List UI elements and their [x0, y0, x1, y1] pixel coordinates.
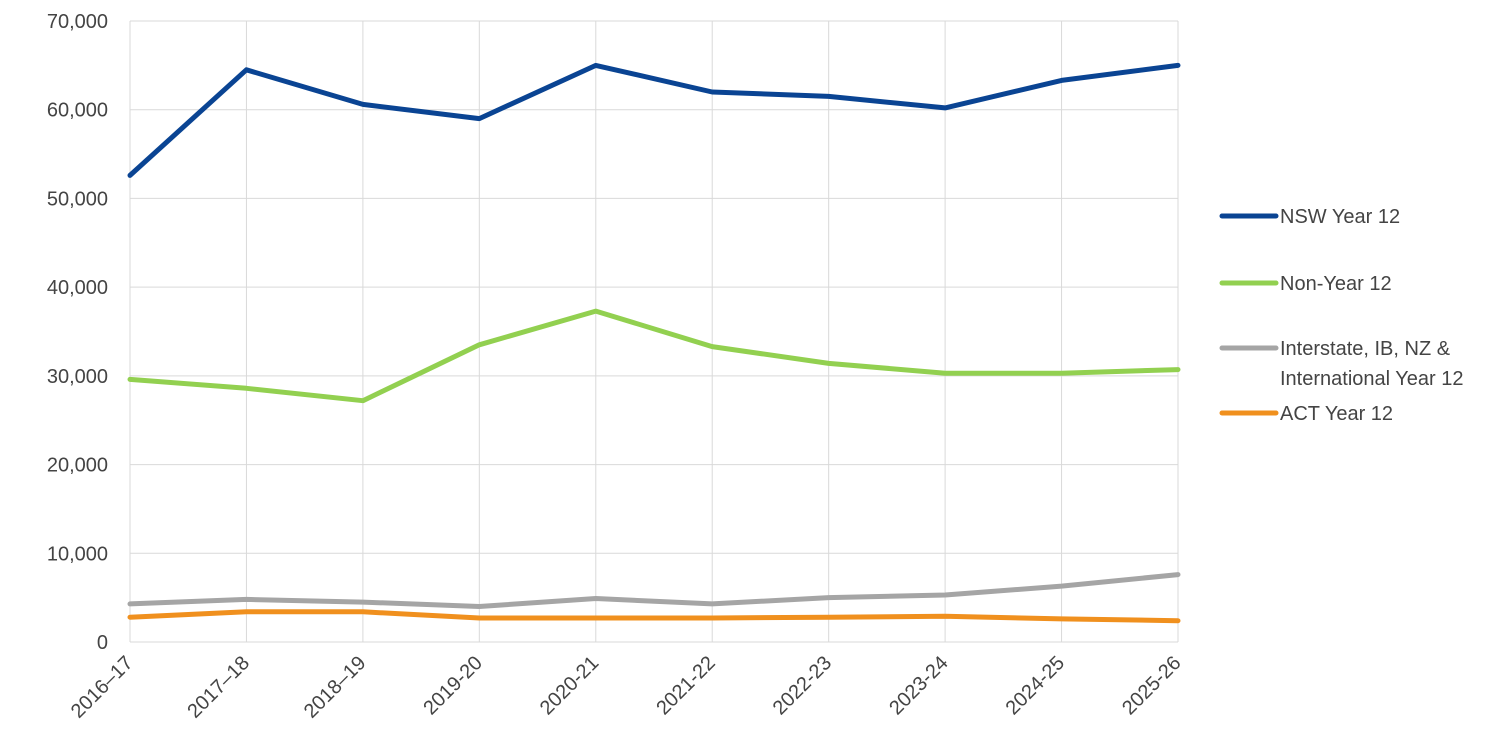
x-tick-label: 2021-22 [652, 652, 719, 719]
y-tick-label: 50,000 [47, 188, 108, 210]
series-line-non-year-12 [127, 308, 1181, 404]
legend-label: International Year 12 [1280, 368, 1464, 390]
y-tick-label: 20,000 [47, 455, 108, 477]
y-tick-label: 40,000 [47, 277, 108, 299]
gridlines [129, 20, 1179, 643]
x-tick-label: 2018–19 [300, 652, 371, 723]
x-axis: 2016–17 2017–18 2018–19 2019-20 2020-21 2021-… [67, 652, 1186, 723]
x-tick-label: 2020-21 [536, 652, 603, 719]
x-tick-label: 2023-24 [885, 652, 952, 719]
legend: NSW Year 12 Non-Year 12 Interstate, IB, NZ… [1219, 206, 1464, 425]
y-tick-label: 70,000 [47, 11, 108, 33]
y-tick-label: 30,000 [47, 366, 108, 388]
y-axis: 0 10,000 20,000 30,000 40,000 50,000 60,000 70,… [47, 11, 108, 654]
x-tick-label: 2024-25 [1002, 652, 1069, 719]
series-line-act-year-12 [127, 609, 1181, 624]
y-tick-label: 60,000 [47, 100, 108, 122]
y-tick-label: 10,000 [47, 543, 108, 565]
x-tick-label: 2017–18 [183, 652, 254, 723]
legend-label: NSW Year 12 [1280, 206, 1400, 228]
legend-label: Interstate, IB, NZ & [1280, 338, 1451, 360]
x-tick-label: 2025-26 [1118, 652, 1185, 719]
series-lines [127, 62, 1181, 624]
legend-label: Non-Year 12 [1280, 273, 1392, 295]
y-tick-label: 0 [97, 632, 108, 654]
legend-label: ACT Year 12 [1280, 403, 1393, 425]
x-tick-label: 2016–17 [67, 652, 138, 723]
x-tick-label: 2019-20 [419, 652, 486, 719]
series-line-nsw-year-12 [127, 62, 1181, 178]
x-tick-label: 2022-23 [769, 652, 836, 719]
series-line-interstate-ib-nz-international-year-12 [127, 572, 1181, 609]
